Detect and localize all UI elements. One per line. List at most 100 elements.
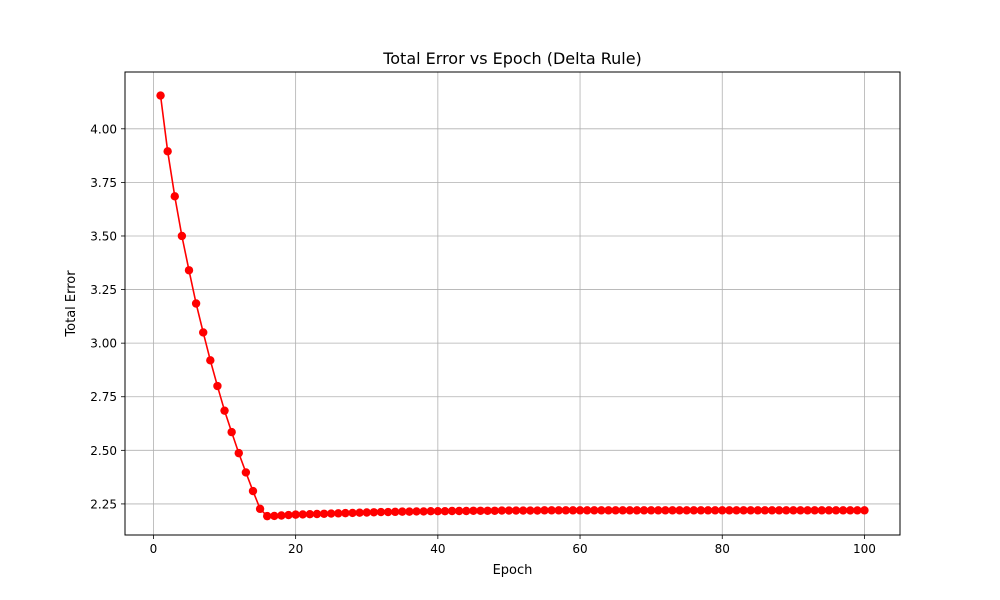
chart-title: Total Error vs Epoch (Delta Rule) bbox=[382, 49, 642, 68]
data-point bbox=[625, 506, 635, 515]
data-point bbox=[817, 506, 826, 515]
data-point bbox=[611, 506, 620, 515]
data-point bbox=[426, 507, 435, 516]
data-point bbox=[291, 510, 300, 519]
data-point bbox=[710, 506, 720, 515]
data-point bbox=[654, 506, 663, 515]
data-point bbox=[575, 506, 585, 515]
data-point bbox=[376, 507, 386, 517]
data-point bbox=[803, 506, 812, 515]
data-point bbox=[170, 192, 179, 201]
y-tick-label: 2.50 bbox=[90, 444, 117, 458]
y-tick-label: 3.50 bbox=[90, 229, 117, 243]
data-point bbox=[390, 507, 400, 517]
data-point bbox=[718, 506, 727, 515]
data-point bbox=[312, 509, 322, 519]
data-point bbox=[433, 507, 443, 516]
data-point bbox=[199, 328, 208, 337]
data-point bbox=[447, 506, 457, 516]
data-point bbox=[746, 506, 755, 515]
x-tick-label: 60 bbox=[572, 542, 587, 556]
data-point bbox=[369, 508, 379, 517]
data-point bbox=[696, 506, 706, 515]
data-point bbox=[661, 506, 670, 515]
y-tick-label: 2.75 bbox=[90, 390, 117, 404]
data-point bbox=[533, 506, 542, 515]
data-point bbox=[412, 507, 421, 516]
data-point bbox=[462, 506, 471, 516]
data-point bbox=[789, 506, 798, 515]
data-point bbox=[846, 506, 855, 515]
data-point bbox=[419, 507, 428, 516]
data-point bbox=[220, 406, 229, 415]
data-point bbox=[782, 506, 791, 515]
data-point bbox=[590, 506, 599, 515]
data-point bbox=[511, 506, 521, 515]
data-point bbox=[831, 506, 841, 515]
data-point bbox=[319, 509, 329, 518]
grid bbox=[125, 72, 900, 535]
data-point bbox=[689, 506, 699, 515]
data-point bbox=[604, 506, 613, 515]
data-point bbox=[277, 511, 286, 520]
plot-area-frame bbox=[124, 71, 901, 536]
data-point bbox=[646, 506, 656, 515]
x-tick-label: 40 bbox=[430, 542, 445, 556]
data-point bbox=[490, 506, 499, 515]
data-point bbox=[767, 506, 777, 515]
y-axis-label: Total Error bbox=[64, 270, 79, 338]
data-point bbox=[682, 506, 691, 515]
data-point bbox=[639, 506, 649, 515]
data-point bbox=[213, 381, 222, 391]
data-point bbox=[248, 486, 258, 496]
series-layer bbox=[156, 91, 869, 521]
data-point bbox=[540, 506, 549, 515]
data-point bbox=[632, 506, 642, 515]
data-point bbox=[526, 506, 535, 515]
y-tick-label: 4.00 bbox=[90, 122, 117, 136]
x-axis-label: Epoch bbox=[493, 563, 533, 578]
data-point bbox=[725, 506, 734, 515]
data-point bbox=[597, 506, 606, 515]
data-point bbox=[497, 506, 507, 515]
data-point bbox=[184, 266, 194, 275]
data-point bbox=[454, 506, 464, 516]
data-point bbox=[860, 506, 869, 515]
y-tick-label: 3.75 bbox=[90, 176, 117, 190]
y-axis: 2.25 2.50 2.75 3.00 3.25 3.50 3.75 4.00 bbox=[90, 122, 125, 511]
data-point bbox=[341, 508, 350, 518]
y-tick-label: 2.25 bbox=[90, 497, 117, 511]
data-point bbox=[177, 231, 187, 241]
data-point bbox=[824, 506, 834, 515]
data-point bbox=[234, 448, 243, 458]
data-point bbox=[298, 510, 307, 519]
data-point bbox=[270, 511, 279, 521]
data-point bbox=[760, 506, 770, 515]
data-point bbox=[469, 506, 478, 515]
data-point bbox=[668, 506, 677, 515]
data-point bbox=[483, 506, 492, 515]
data-point bbox=[156, 91, 165, 100]
data-point bbox=[774, 506, 784, 515]
data-point bbox=[383, 507, 393, 517]
data-point bbox=[163, 147, 172, 156]
data-point bbox=[838, 506, 848, 515]
data-point bbox=[568, 506, 578, 515]
data-point bbox=[355, 508, 364, 517]
y-tick-label: 3.00 bbox=[90, 337, 117, 351]
y-tick-label: 3.25 bbox=[90, 283, 117, 297]
data-point bbox=[255, 504, 265, 514]
data-point bbox=[739, 506, 748, 515]
data-point bbox=[853, 506, 862, 515]
data-point bbox=[440, 507, 450, 516]
data-point bbox=[796, 506, 805, 515]
data-point bbox=[206, 356, 215, 365]
data-point bbox=[810, 506, 819, 515]
data-point bbox=[284, 510, 293, 520]
data-point bbox=[476, 506, 485, 515]
data-point bbox=[405, 507, 414, 516]
data-point bbox=[398, 507, 407, 516]
data-point bbox=[504, 506, 514, 515]
